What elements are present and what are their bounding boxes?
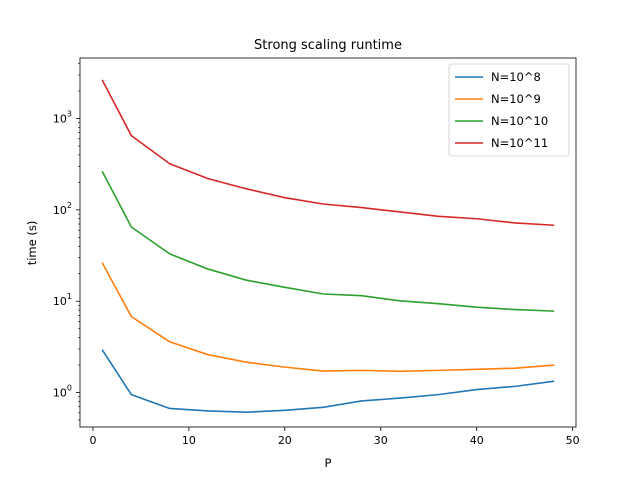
series-layer	[101, 79, 555, 413]
x-tick-label: 0	[89, 434, 96, 447]
x-axis-label: P	[325, 456, 332, 470]
x-axis: 0 10 20 30 40 50	[89, 427, 580, 447]
legend: N=10^8 N=10^9 N=10^10 N=10^11	[448, 63, 570, 157]
y-axis: 100 101 102 103	[53, 63, 80, 421]
legend-box	[448, 63, 570, 157]
chart-title: Strong scaling runtime	[254, 38, 402, 53]
series-line-3	[101, 170, 555, 312]
y-tick-label: 100	[53, 384, 72, 400]
x-tick-label: 10	[182, 434, 196, 447]
y-tick-label: 102	[53, 201, 72, 217]
x-tick-label: 20	[278, 434, 292, 447]
legend-label: N=10^10	[491, 114, 548, 128]
x-tick-label: 30	[374, 434, 388, 447]
x-tick-label: 50	[566, 434, 580, 447]
y-tick-label: 103	[53, 110, 72, 126]
series-line-2	[101, 262, 555, 373]
series-line-4	[101, 79, 555, 227]
series-line-1	[101, 349, 555, 413]
legend-label: N=10^8	[491, 70, 541, 84]
plot-frame	[79, 57, 577, 428]
y-tick-label: 101	[53, 292, 72, 308]
legend-label: N=10^9	[491, 92, 541, 106]
x-tick-label: 40	[470, 434, 484, 447]
y-axis-label: time (s)	[25, 221, 39, 266]
legend-label: N=10^11	[491, 136, 548, 150]
